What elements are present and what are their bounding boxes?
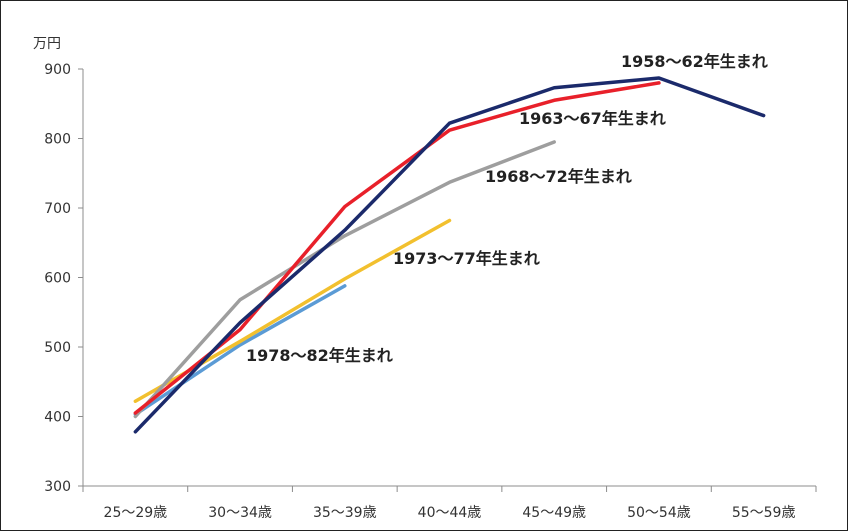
series-label-2: 1963～67年生まれ bbox=[519, 109, 666, 128]
x-tick-labels: 25～29歳 30～34歳 35～39歳 40～44歳 45～49歳 50～54歳 55～5… bbox=[104, 505, 796, 521]
series-label-1: 1958～62年生まれ bbox=[621, 52, 768, 71]
x-tick-label: 45～49歳 bbox=[522, 505, 586, 521]
series-line-1 bbox=[133, 76, 766, 434]
series-label-4: 1973～77年生まれ bbox=[393, 249, 540, 268]
x-tick-label: 40～44歳 bbox=[418, 505, 482, 521]
y-tick-label: 700 bbox=[44, 201, 71, 217]
x-tick-label: 30～34歳 bbox=[208, 505, 272, 521]
y-tick-label: 500 bbox=[44, 340, 71, 356]
x-tick-label: 35～39歳 bbox=[313, 505, 377, 521]
y-tick-label: 800 bbox=[44, 132, 71, 148]
series-line-5 bbox=[133, 284, 347, 417]
series-line-2 bbox=[133, 81, 661, 415]
series-label-5: 1978～82年生まれ bbox=[246, 346, 393, 365]
series-lines bbox=[133, 76, 766, 434]
x-tick-label: 25～29歳 bbox=[104, 505, 168, 521]
axes bbox=[78, 68, 817, 492]
y-tick-label: 300 bbox=[44, 479, 71, 495]
x-tick-label: 55～59歳 bbox=[732, 505, 796, 521]
y-tick-label: 900 bbox=[44, 62, 71, 78]
series-labels: 1958～62年生まれ 1963～67年生まれ 1968～72年生まれ 1973～77… bbox=[246, 52, 768, 365]
y-unit-label: 万円 bbox=[33, 36, 61, 52]
y-tick-label: 400 bbox=[44, 410, 71, 426]
x-tick-label: 50～54歳 bbox=[627, 505, 691, 521]
y-tick-labels: 300 400 500 600 700 800 900 bbox=[44, 62, 71, 495]
y-tick-label: 600 bbox=[44, 271, 71, 287]
series-label-3: 1968～72年生まれ bbox=[485, 167, 632, 186]
series-line-3 bbox=[133, 140, 556, 419]
